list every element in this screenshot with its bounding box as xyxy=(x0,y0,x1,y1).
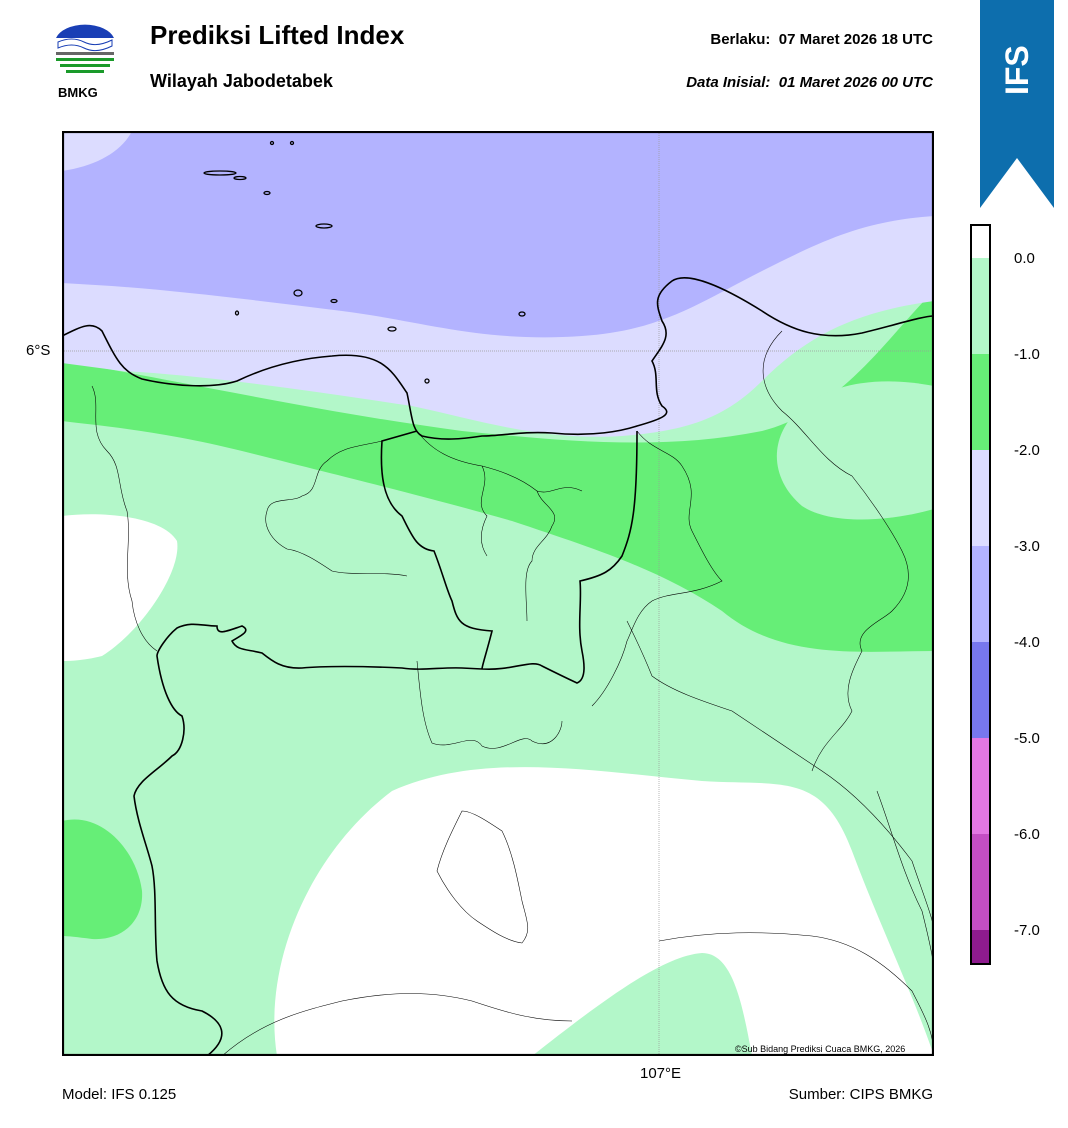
valid-label: Berlaku: xyxy=(710,31,771,48)
bmkg-logo-icon xyxy=(56,24,114,73)
colorbar-tick-1: -1.0 xyxy=(1014,346,1040,363)
colorbar-band-4 xyxy=(971,546,990,642)
zone-green-band xyxy=(62,291,934,652)
colorbar-tick-3: -3.0 xyxy=(1014,538,1040,555)
colorbar-band-6 xyxy=(971,738,990,834)
colorbar-band-2 xyxy=(971,354,990,450)
colorbar-tick-0: 0.0 xyxy=(1014,250,1035,267)
forecast-map xyxy=(62,131,934,1056)
colorbar-border xyxy=(970,224,991,965)
colorbar-tick-5: -5.0 xyxy=(1014,730,1040,747)
colorbar-band-8 xyxy=(971,930,990,964)
valid-time: Berlaku: 07 Maret 2026 18 UTC xyxy=(710,31,933,48)
map-canvas xyxy=(62,131,934,1056)
init-time: Data Inisial: 01 Maret 2026 00 UTC xyxy=(686,74,933,91)
source-info: Sumber: CIPS BMKG xyxy=(788,1086,933,1103)
bmkg-logo xyxy=(52,20,118,86)
model-info: Model: IFS 0.125 xyxy=(62,1086,177,1103)
chart-title: Prediksi Lifted Index xyxy=(150,20,405,50)
valid-value: 07 Maret 2026 18 UTC xyxy=(778,31,933,48)
lat-label-6s: 6°S xyxy=(26,342,51,359)
zone-light-green-right xyxy=(776,381,934,520)
colorbar-tick-6: -6.0 xyxy=(1014,826,1040,843)
model-badge: IFS xyxy=(999,45,1035,95)
province-boundary xyxy=(133,430,638,1056)
colorbar-tick-7: -7.0 xyxy=(1014,922,1040,939)
model-ribbon: IFS xyxy=(980,0,1054,208)
colorbar-svg xyxy=(970,224,996,965)
regency-boundaries xyxy=(91,330,934,1056)
colorbar-tick-4: -4.0 xyxy=(1014,634,1040,651)
map-copyright: ©Sub Bidang Prediksi Cuaca BMKG, 2026 xyxy=(735,1044,906,1054)
colorbar-band-5 xyxy=(971,642,990,738)
zone-white-south xyxy=(274,767,934,1056)
logo-label: BMKG xyxy=(58,85,98,100)
map-border xyxy=(62,131,934,1056)
coastline xyxy=(62,277,934,440)
colorbar xyxy=(970,224,996,965)
lon-label-107e: 107°E xyxy=(640,1065,682,1082)
colorbar-band-3 xyxy=(971,450,990,546)
colorbar-band-7 xyxy=(971,834,990,930)
zone-light-green-south xyxy=(532,953,752,1056)
colorbar-band-1 xyxy=(971,258,990,354)
islands xyxy=(203,140,526,384)
zone-lavender-corner xyxy=(62,131,132,171)
init-label: Data Inisial: xyxy=(686,74,771,91)
init-value: 01 Maret 2026 00 UTC xyxy=(778,74,933,91)
zone-green-west xyxy=(62,819,143,940)
colorbar-tick-2: -2.0 xyxy=(1014,442,1040,459)
zone-white-west xyxy=(62,514,178,661)
chart-subtitle: Wilayah Jabodetabek xyxy=(150,71,333,91)
